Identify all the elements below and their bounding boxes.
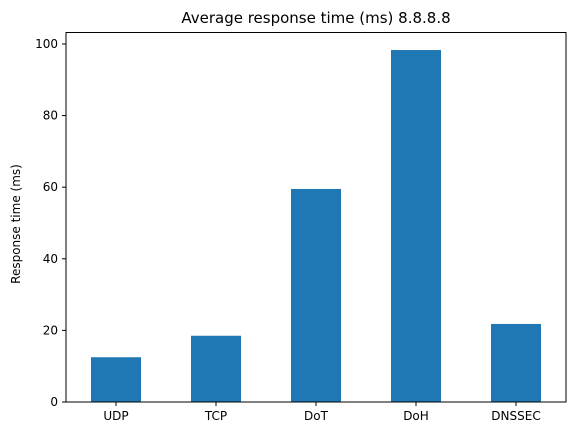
- y-tick-label: 80: [43, 109, 58, 123]
- bar-dot: [291, 188, 341, 402]
- x-tick-label: TCP: [204, 409, 227, 423]
- chart-title: Average response time (ms) 8.8.8.8: [181, 9, 450, 27]
- y-tick-label: 0: [50, 395, 58, 409]
- y-axis-label: Response time (ms): [9, 164, 23, 284]
- x-tick-label: UDP: [103, 409, 128, 423]
- bars-group: [91, 50, 541, 402]
- x-tick-label: DNSSEC: [491, 409, 540, 423]
- plot-frame: [65, 32, 567, 403]
- y-tick-label: 40: [43, 252, 58, 266]
- bar-doh: [391, 50, 441, 402]
- x-ticks-group: UDP TCP DoT DoH DNSSEC: [103, 402, 541, 423]
- bar-dnssec: [491, 323, 541, 402]
- x-tick-label: DoT: [304, 409, 329, 423]
- bar-udp: [91, 357, 141, 402]
- y-tick-label: 60: [43, 180, 58, 194]
- bar-tcp: [191, 335, 241, 402]
- y-tick-label: 100: [35, 37, 58, 51]
- y-tick-label: 20: [43, 323, 58, 337]
- x-tick-label: DoH: [403, 409, 429, 423]
- y-ticks-group: 0 20 40 60 80 100: [35, 37, 66, 409]
